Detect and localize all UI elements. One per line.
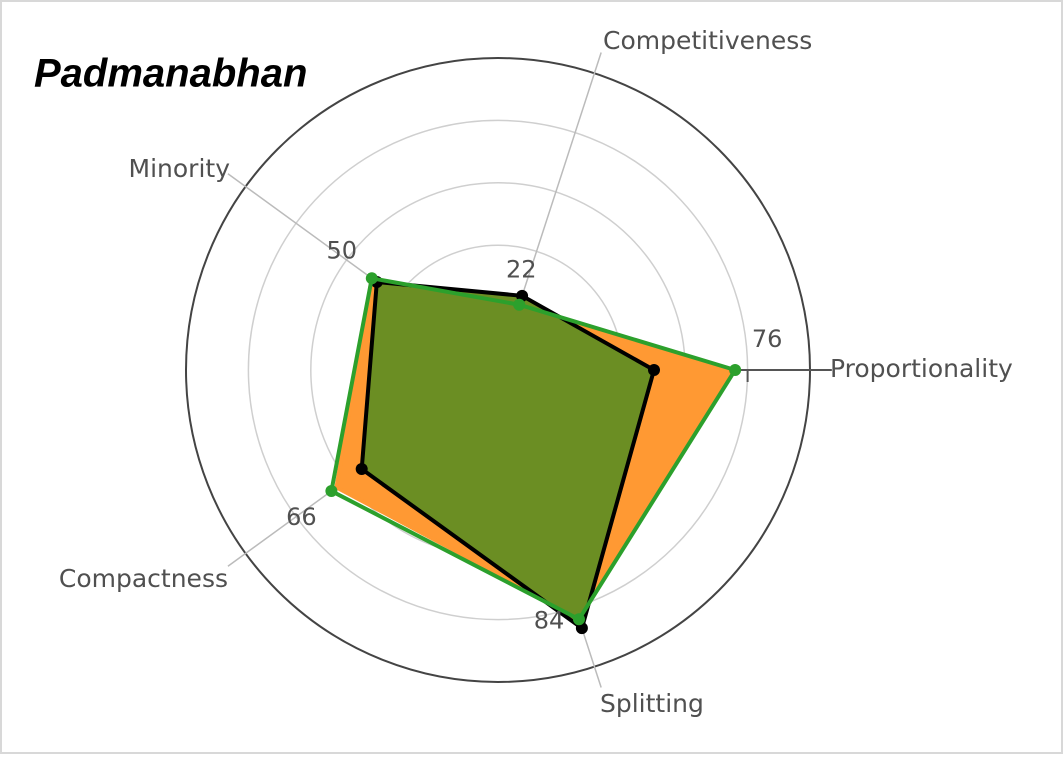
series-marker [648, 364, 660, 376]
axis-label: Splitting [600, 689, 704, 718]
series-area [359, 279, 656, 631]
chart-title: Padmanabhan [34, 52, 307, 96]
series-marker [729, 364, 742, 376]
data-label: 66 [286, 503, 317, 531]
axis-label: Minority [129, 154, 231, 183]
data-label: 50 [327, 236, 358, 264]
axis-label: Proportionality [830, 354, 1013, 383]
series-marker [572, 613, 585, 626]
data-label: 84 [534, 606, 565, 634]
axis-label: Compactness [59, 564, 228, 593]
axis-label: Competitiveness [603, 26, 812, 55]
data-label: 22 [506, 256, 537, 284]
series-marker [365, 272, 378, 285]
series-area [329, 276, 738, 622]
series-marker [513, 298, 526, 311]
series-marker [355, 463, 368, 476]
data-label: 76 [752, 325, 783, 353]
series-marker [325, 485, 338, 498]
